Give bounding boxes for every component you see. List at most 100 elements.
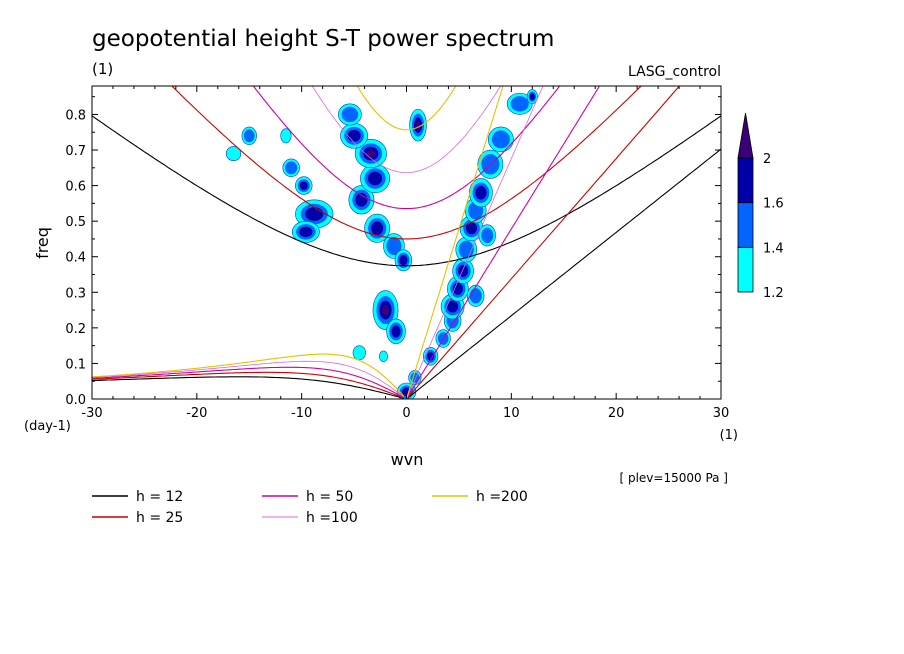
y-tick-label: 0.7 — [65, 144, 86, 159]
colorbar-extend-arrow — [737, 112, 754, 159]
power-patch — [280, 128, 292, 144]
power-patch-level-3 — [475, 185, 487, 200]
power-patch-level-3 — [427, 352, 435, 361]
power-patch — [394, 249, 413, 272]
colorbar-swatch — [737, 246, 754, 293]
power-patch-level-3 — [305, 207, 324, 221]
dispersion-curve-kelvin-h25 — [406, 86, 681, 399]
power-patch — [241, 126, 257, 145]
plot-background — [92, 86, 721, 399]
x-tick-label: 0 — [402, 406, 410, 421]
x-tick-label: -10 — [291, 406, 312, 421]
power-patch-level-2 — [285, 161, 298, 175]
y-tick-label: 0.3 — [65, 286, 86, 301]
colorbar-label: 1.4 — [763, 241, 784, 256]
dispersion-curve-rossby-h50 — [92, 366, 405, 399]
power-patch-level-2 — [341, 106, 359, 123]
power-patch — [469, 178, 493, 208]
pressure-level-annotation: [ plev=15000 Pa ] — [619, 471, 728, 485]
power-patch-level-3 — [299, 181, 308, 190]
y-tick-label: 0.8 — [65, 108, 86, 123]
dispersion-curves — [92, 86, 721, 399]
power-patch — [295, 176, 313, 195]
x-tick-label: 20 — [608, 406, 625, 421]
power-patch — [386, 318, 406, 345]
dispersion-curve-ig-h12 — [92, 115, 721, 267]
power-patch-level-3 — [465, 222, 478, 235]
power-patch-level-2 — [491, 130, 510, 149]
power-patch-level-4 — [366, 149, 376, 158]
power-patch — [455, 236, 478, 263]
power-patch-level-2 — [386, 237, 402, 256]
dispersion-curve-ig-h200 — [356, 86, 457, 131]
power-patch — [354, 139, 387, 169]
spectral-power-patches — [225, 89, 538, 399]
dispersion-curve-rossby-h12 — [92, 376, 405, 399]
power-patch-level-1 — [378, 350, 388, 362]
power-patch-level-3 — [371, 221, 384, 236]
power-patch-level-3 — [447, 300, 459, 313]
power-patch-level-3 — [458, 264, 469, 277]
x-axis-label: wvn — [391, 450, 424, 469]
power-patch-level-3 — [391, 325, 401, 338]
x-axis: -30 -20 -10 0 10 20 30 — [81, 86, 729, 421]
power-patch-level-1 — [280, 128, 292, 144]
legend-label: h = 25 — [136, 510, 183, 526]
power-patch-level-3 — [368, 171, 383, 186]
power-patch — [372, 290, 399, 330]
dispersion-curve-kelvin-h50 — [406, 86, 601, 399]
colorbar-label: 1.2 — [763, 286, 784, 301]
colorbar-swatch — [737, 157, 754, 204]
power-patch-level-3 — [399, 255, 408, 266]
y-tick-label: 0.6 — [65, 180, 86, 195]
colorbar-label: 2 — [763, 152, 771, 167]
power-patch — [360, 163, 391, 194]
dispersion-curve-kelvin-h100 — [406, 86, 544, 399]
colorbar-label: 1.6 — [763, 197, 784, 212]
dispersion-curve-rossby-h100 — [92, 360, 405, 398]
power-patch — [291, 220, 320, 243]
power-patch — [348, 185, 375, 215]
curve-legend: h = 12 h = 25 h = 50 h =100 h =200 — [92, 489, 528, 526]
power-patch-level-3 — [347, 129, 361, 142]
power-patch-level-1 — [352, 345, 366, 361]
chart-subtitle-left: (1) — [92, 60, 113, 78]
power-patch — [487, 126, 514, 153]
power-patch — [338, 103, 362, 126]
colorbar: 1.2 1.4 1.6 2 — [737, 112, 784, 301]
power-patch — [282, 158, 300, 177]
power-patch — [506, 92, 533, 115]
power-patch-level-3 — [299, 226, 313, 237]
power-patch-level-3 — [452, 282, 463, 295]
y-tick-label: 0.0 — [65, 393, 86, 408]
power-patch-level-4 — [382, 304, 390, 316]
y-tick-label: 0.5 — [65, 215, 86, 230]
y-axis: 0.0 0.1 0.2 0.3 0.4 0.5 0.6 0.7 0.8 — [65, 96, 721, 408]
power-patch-level-3 — [529, 93, 535, 101]
power-patch — [378, 350, 388, 362]
power-patch-level-2 — [469, 288, 482, 304]
power-patch-level-2 — [510, 96, 529, 112]
dispersion-curve-ig-h50 — [252, 86, 561, 210]
power-patch-level-2 — [481, 227, 494, 244]
power-patch — [364, 213, 391, 243]
x-tick-label: 30 — [713, 406, 730, 421]
y-tick-label: 0.2 — [65, 322, 86, 337]
legend-label: h =200 — [476, 489, 528, 505]
power-patch-level-2 — [243, 129, 255, 143]
chart-title: geopotential height S-T power spectrum — [92, 26, 554, 52]
x-tick-label: -30 — [81, 406, 102, 421]
x-tick-label: -20 — [186, 406, 207, 421]
power-patch — [526, 89, 538, 105]
dispersion-curve-ig-h25 — [171, 86, 642, 240]
legend-label: h =100 — [306, 510, 358, 526]
dispersion-curve-rossby-h25 — [92, 371, 405, 399]
dispersion-curve-kelvin-h12 — [406, 148, 721, 399]
legend-label: h = 50 — [306, 489, 353, 505]
x-axis-unit: (1) — [720, 428, 738, 443]
power-patch — [478, 224, 496, 247]
legend-label: h = 12 — [136, 489, 183, 505]
x-tick-label: 10 — [503, 406, 520, 421]
power-patch — [452, 258, 474, 284]
chart-subtitle-right: LASG_control — [628, 64, 721, 80]
